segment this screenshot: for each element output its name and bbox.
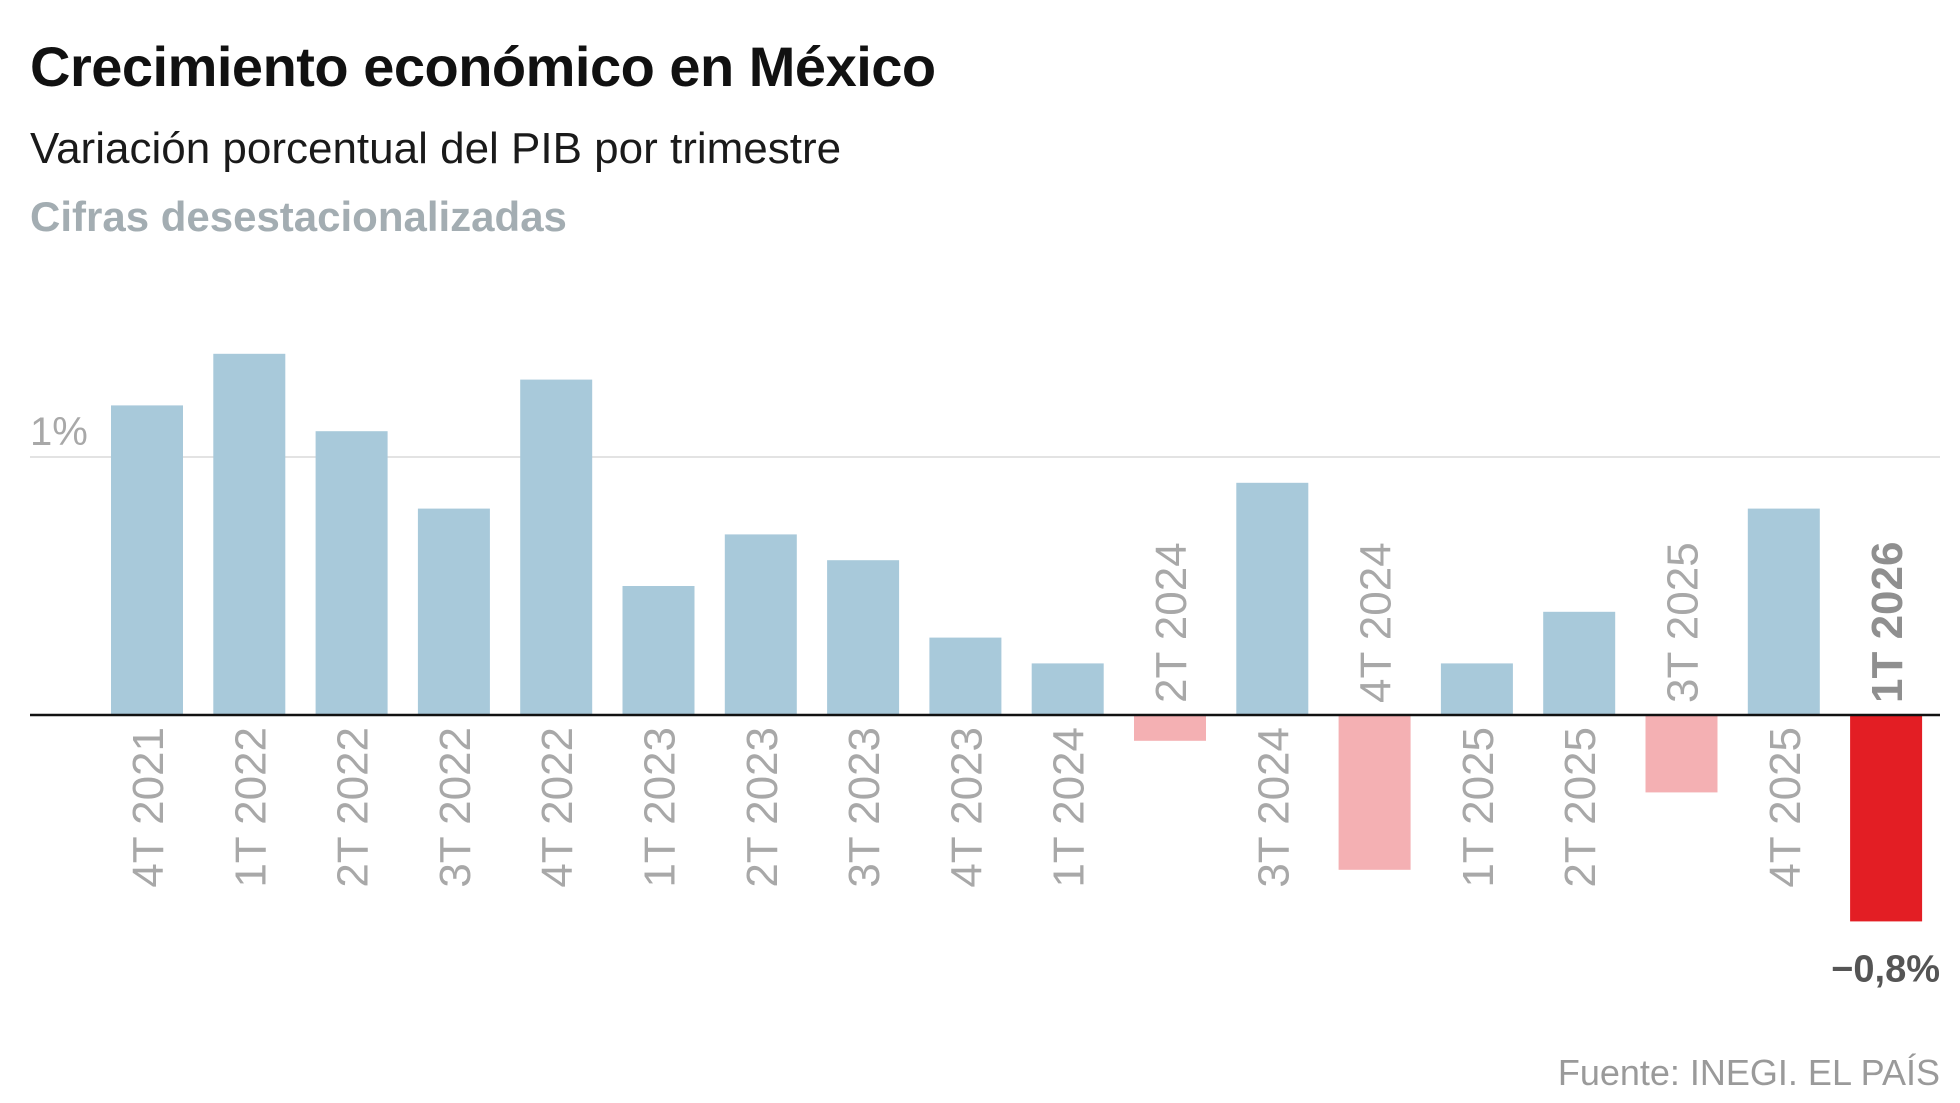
bar: [111, 405, 183, 715]
category-label: 3T 2024: [1249, 727, 1298, 888]
category-label: 2T 2024: [1147, 542, 1196, 703]
category-label: 3T 2023: [840, 727, 889, 888]
category-label: 3T 2025: [1659, 542, 1708, 703]
bar: [1134, 715, 1206, 741]
bar: [1850, 715, 1923, 922]
bar: [1236, 482, 1309, 715]
bar: [1645, 715, 1718, 793]
category-label: 3T 2022: [431, 727, 480, 888]
bar: [315, 431, 388, 715]
category-label: 2T 2025: [1556, 727, 1605, 888]
bar: [1543, 611, 1616, 715]
bar: [1440, 663, 1513, 715]
bar: [929, 637, 1002, 715]
value-annotation: −0,8%: [1831, 948, 1940, 990]
bar: [1338, 715, 1411, 870]
category-label: 4T 2024: [1352, 542, 1401, 703]
source-note: Fuente: INEGI. EL PAÍS: [1557, 1052, 1940, 1093]
chart-note: Cifras desestacionalizadas: [30, 193, 567, 240]
category-label: 1T 2025: [1454, 727, 1503, 888]
bar: [417, 508, 490, 715]
category-label: 1T 2023: [636, 727, 685, 888]
y-tick-label: 1%: [30, 410, 88, 454]
category-label: 4T 2025: [1761, 727, 1810, 888]
bar: [827, 560, 900, 715]
category-label: 2T 2022: [329, 727, 378, 888]
bar: [1031, 663, 1104, 715]
chart-title: Crecimiento económico en México: [30, 35, 936, 98]
bar: [622, 586, 695, 715]
bar: [724, 534, 797, 715]
bar: [1747, 508, 1820, 715]
category-label: 4T 2023: [942, 727, 991, 888]
bar: [520, 379, 593, 715]
category-label: 1T 2022: [226, 727, 275, 888]
chart-subtitle: Variación porcentual del PIB por trimest…: [30, 124, 842, 173]
category-label: 4T 2021: [124, 727, 173, 888]
category-label: 2T 2023: [738, 727, 787, 888]
category-label: 1T 2026: [1863, 542, 1912, 703]
bar: [213, 353, 286, 715]
category-label: 1T 2024: [1045, 727, 1094, 888]
category-label: 4T 2022: [533, 727, 582, 888]
